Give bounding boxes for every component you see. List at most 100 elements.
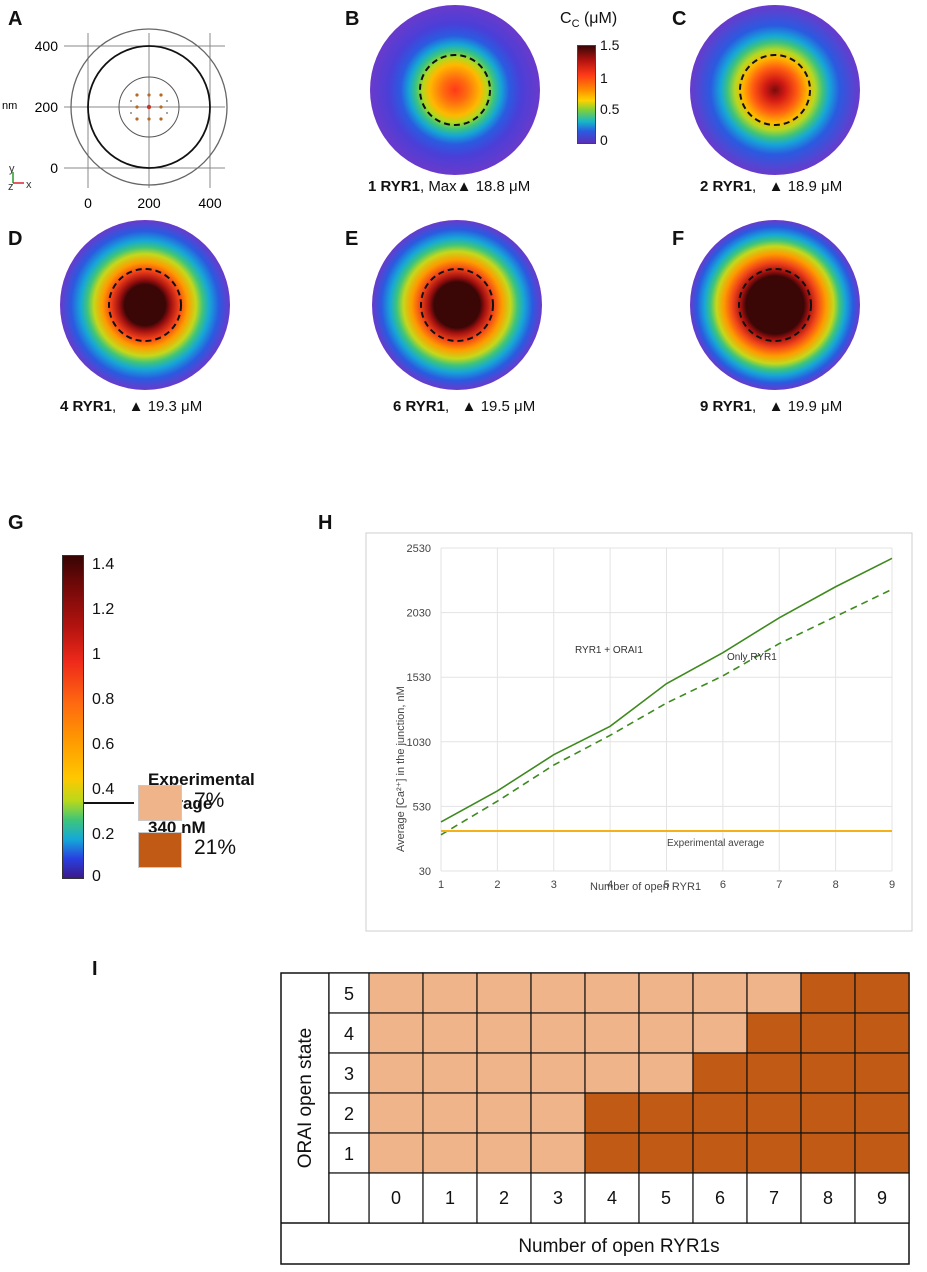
grid-cell xyxy=(692,972,748,1014)
colorbar-g-tick: 0.2 xyxy=(92,826,115,843)
grid-cell xyxy=(368,972,424,1014)
panel-label-i: I xyxy=(92,958,98,980)
colorbar-b-tick: 0 xyxy=(600,132,608,148)
h-xtick-label: 4 xyxy=(607,879,613,891)
triangle-icon: ▲ xyxy=(461,398,477,415)
caption-e: 6 RYR1, ▲ 19.5 μM xyxy=(393,398,536,415)
grid-cell xyxy=(422,1012,478,1054)
grid-x-axis-label: Number of open RYR1s xyxy=(518,1236,719,1257)
grid-cell xyxy=(692,1012,748,1054)
grid-cell xyxy=(746,1012,802,1054)
grid-cell xyxy=(638,1132,694,1174)
grid-cell xyxy=(422,1132,478,1174)
grid-cell xyxy=(800,1092,856,1134)
panel-label-h: H xyxy=(318,512,333,534)
panel-label-c: C xyxy=(672,8,687,30)
colorbar-g-tick: 1.4 xyxy=(92,556,115,573)
grid-cell xyxy=(530,1052,586,1094)
a-xtick: 200 xyxy=(137,195,161,211)
a-ytick: 400 xyxy=(35,38,59,54)
h-ytick-label: 530 xyxy=(413,801,431,813)
panel-label-g: G xyxy=(8,512,24,534)
ryr1-column-label: 0 xyxy=(391,1188,401,1208)
outer-boundary-circle xyxy=(70,28,228,186)
grid-cell xyxy=(422,1052,478,1094)
grid-cell xyxy=(530,1012,586,1054)
grid-cell xyxy=(476,1132,532,1174)
colorbar-b xyxy=(577,45,596,144)
grid-cell xyxy=(368,1052,424,1094)
ryr1-column-label: 8 xyxy=(823,1188,833,1208)
grid-cell xyxy=(746,1092,802,1134)
grid-cell xyxy=(638,972,694,1014)
colorbar-g-tick: 1 xyxy=(92,646,101,663)
a-ytick: 200 xyxy=(35,99,59,115)
release-site-circle xyxy=(118,76,180,138)
grid-cell xyxy=(584,1012,640,1054)
orai-row-label: 3 xyxy=(344,1064,354,1084)
grid-cell xyxy=(422,972,478,1014)
grid-cell xyxy=(800,972,856,1014)
series-label-experimental: Experimental average xyxy=(667,838,765,849)
grid-cell xyxy=(638,1012,694,1054)
grid-cell xyxy=(530,1092,586,1134)
h-ytick-label: 1530 xyxy=(407,672,431,684)
grid-cell xyxy=(476,1012,532,1054)
grid-cell xyxy=(800,1132,856,1174)
heatmap-disc-f xyxy=(690,220,860,390)
triangle-icon: ▲ xyxy=(128,398,144,415)
legend-swatch-7 xyxy=(138,785,182,821)
colorbar-g-tick: 0.4 xyxy=(92,781,115,798)
grid-cell xyxy=(854,1132,910,1174)
h-xtick-label: 9 xyxy=(889,879,895,891)
svg-text:z: z xyxy=(8,181,14,193)
h-xtick-label: 6 xyxy=(720,879,726,891)
panel-label-e: E xyxy=(345,228,359,250)
h-series-line-0 xyxy=(440,557,893,823)
triangle-icon: ▲ xyxy=(456,178,472,195)
grid-cell xyxy=(692,1132,748,1174)
junction-circle xyxy=(87,45,211,169)
ryr1-column-label: 2 xyxy=(499,1188,509,1208)
heatmap-disc-c xyxy=(690,5,860,175)
legend-label-21: 21% xyxy=(194,836,237,859)
grid-cell xyxy=(746,1052,802,1094)
colorbar-g-tick: 0.8 xyxy=(92,691,115,708)
x-axis-label: Number of open RYR1 xyxy=(590,881,701,893)
grid-cell xyxy=(638,1052,694,1094)
h-ytick-label: 30 xyxy=(419,866,431,878)
grid-cell xyxy=(584,1132,640,1174)
grid-cell xyxy=(800,1012,856,1054)
y-axis-label: Average [Ca²⁺] in the junction, nM xyxy=(395,686,407,852)
h-ytick-label: 2030 xyxy=(407,608,431,620)
panel-label-f: F xyxy=(672,228,685,250)
grid-cell xyxy=(368,1092,424,1134)
a-xtick: 0 xyxy=(84,195,92,211)
series-label-only-ryr1: Only RYR1 xyxy=(727,652,777,663)
axis-triad-icon: y z x xyxy=(8,163,32,193)
legend-label-7: 7% xyxy=(194,789,225,812)
grid-cell xyxy=(530,972,586,1014)
legend-swatch-21 xyxy=(138,832,182,868)
grid-cell xyxy=(746,1132,802,1174)
h-ytick-label: 1030 xyxy=(407,737,431,749)
triangle-icon: ▲ xyxy=(768,178,784,195)
colorbar-b-tick: 1 xyxy=(600,70,608,86)
experimental-average-marker xyxy=(84,802,134,804)
h-xtick-label: 1 xyxy=(438,879,444,891)
line-chart-h: 30 530 1030 1530 2030 2530 1 2 3 4 5 6 7 8 9 Number o… xyxy=(365,532,913,932)
panel-label-b: B xyxy=(345,8,360,30)
grid-cell xyxy=(854,972,910,1014)
grid-cell xyxy=(638,1092,694,1134)
a-xtick: 400 xyxy=(198,195,222,211)
grid-cell xyxy=(854,1052,910,1094)
geometry-schematic: 400 200 0 nm 0 200 400 y z x xyxy=(2,28,228,211)
h-xtick-label: 8 xyxy=(833,879,839,891)
orai-row-label: 2 xyxy=(344,1104,354,1124)
grid-cell xyxy=(584,1092,640,1134)
a-ytick: 0 xyxy=(50,160,58,176)
grid-cell xyxy=(476,1052,532,1094)
grid-cell xyxy=(692,1052,748,1094)
grid-cell xyxy=(584,1052,640,1094)
